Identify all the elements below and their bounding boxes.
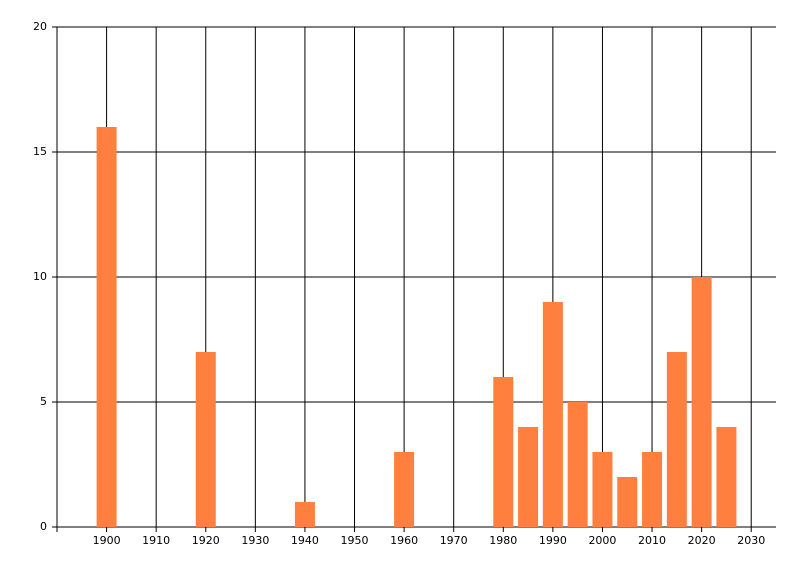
bar [691, 277, 712, 527]
bar [294, 502, 315, 527]
y-tick-label: 0 [40, 520, 47, 533]
x-tick-label: 2010 [638, 534, 666, 547]
x-tick-label: 1970 [440, 534, 468, 547]
x-tick-label: 2000 [588, 534, 616, 547]
y-tick-label: 20 [33, 20, 47, 33]
x-tick-label: 1960 [390, 534, 418, 547]
bar [642, 452, 663, 527]
x-tick-label: 1950 [341, 534, 369, 547]
bar [617, 477, 638, 527]
bar [518, 427, 539, 527]
y-tick-label: 10 [33, 270, 47, 283]
x-tick-label: 1920 [192, 534, 220, 547]
bar [394, 452, 415, 527]
y-tick-label: 15 [33, 145, 47, 158]
bar [96, 127, 117, 527]
bar [493, 377, 514, 527]
bar [567, 402, 588, 527]
x-tick-label: 2030 [737, 534, 765, 547]
x-tick-label: 1930 [241, 534, 269, 547]
y-tick-label: 5 [40, 395, 47, 408]
x-tick-label: 1940 [291, 534, 319, 547]
x-tick-label: 1900 [93, 534, 121, 547]
bar [195, 352, 216, 527]
bar [542, 302, 563, 527]
bar [666, 352, 687, 527]
x-tick-label: 1990 [539, 534, 567, 547]
bar [592, 452, 613, 527]
x-tick-label: 1980 [489, 534, 517, 547]
x-tick-label: 1910 [142, 534, 170, 547]
x-tick-label: 2020 [688, 534, 716, 547]
bar [716, 427, 737, 527]
